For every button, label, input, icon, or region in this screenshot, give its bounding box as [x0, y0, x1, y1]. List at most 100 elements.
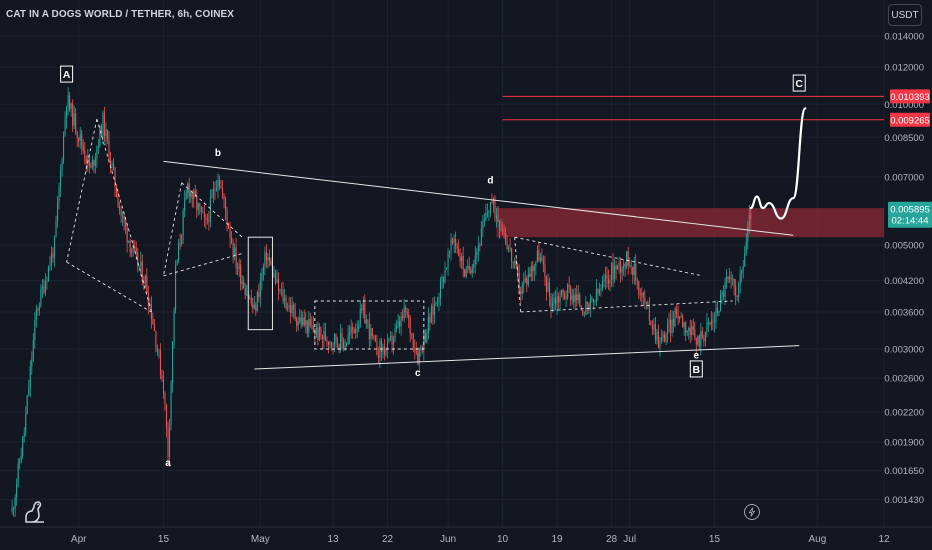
candle: [610, 262, 613, 288]
candle: [748, 205, 750, 234]
candle: [100, 123, 102, 137]
candle: [698, 333, 700, 351]
candle-body: [526, 278, 528, 285]
candle: [60, 164, 62, 197]
candle-body: [704, 332, 706, 342]
candle: [66, 105, 68, 129]
candle: [471, 263, 473, 278]
candle-body: [418, 349, 420, 365]
price-axis[interactable]: 0.014000 0.012000 0.010000 0.008500 0.007000…: [884, 31, 932, 506]
candle: [594, 299, 596, 306]
candle: [562, 288, 564, 301]
candle: [486, 203, 488, 218]
candle: [208, 210, 210, 231]
candle: [409, 315, 411, 343]
dashed-pattern-line: [514, 236, 703, 277]
candle: [445, 267, 448, 271]
candle: [302, 311, 304, 328]
candle: [724, 277, 726, 306]
candle-body: [181, 235, 183, 244]
candle-body: [108, 140, 110, 161]
candlestick-series: [11, 86, 752, 518]
candle-body: [144, 275, 146, 284]
candle-body: [741, 270, 743, 274]
currency-button[interactable]: USDT: [888, 4, 922, 26]
candle-body: [73, 113, 75, 126]
candle: [453, 234, 455, 254]
candle: [532, 260, 534, 282]
candle: [61, 157, 63, 177]
candle-body: [102, 112, 104, 137]
candle-body: [579, 294, 581, 307]
candle: [159, 343, 161, 380]
candle: [603, 273, 605, 288]
candle: [676, 304, 678, 319]
candle: [323, 322, 325, 350]
candle-body: [103, 112, 105, 137]
candle: [600, 284, 602, 297]
candle: [459, 248, 461, 268]
candle: [741, 269, 743, 283]
symbol-title: CAT IN A DOGS WORLD / TETHER, 6h, COINEX: [6, 9, 235, 20]
candle: [161, 369, 163, 382]
candle-body: [644, 297, 646, 304]
y-tick-label: 0.001650: [884, 466, 924, 477]
candle: [41, 279, 43, 299]
candle-body: [479, 245, 481, 247]
candle: [258, 283, 260, 303]
candle-body: [119, 206, 121, 210]
candle-body: [321, 335, 323, 339]
candle-body: [692, 326, 694, 330]
candle-body: [199, 203, 201, 207]
candle-body: [11, 508, 13, 512]
candle: [73, 106, 75, 130]
candle-body: [629, 265, 631, 267]
candle-body: [733, 278, 735, 287]
candle: [220, 179, 222, 189]
candle-body: [679, 317, 681, 319]
candle-body: [586, 301, 588, 305]
candle-body: [701, 331, 703, 339]
candle: [300, 309, 302, 329]
candle: [574, 287, 576, 308]
candle-body: [538, 250, 540, 261]
wave-label-box: [60, 65, 74, 83]
candle: [394, 323, 396, 343]
candle-body: [264, 252, 266, 267]
candle: [28, 379, 30, 397]
candle-body: [408, 314, 410, 319]
candle: [206, 213, 208, 225]
lightning-bolt-icon[interactable]: [744, 504, 760, 520]
candle-body: [498, 221, 501, 229]
candle: [644, 289, 646, 309]
candle: [686, 330, 688, 336]
candle-body: [362, 303, 364, 311]
candle: [265, 244, 267, 268]
candle-body: [19, 462, 21, 464]
time-axis[interactable]: Apr 15 May 13 22 Jun 10 19 28 Jul 15 Aug 12: [0, 526, 932, 545]
dashed-pattern-line: [514, 237, 522, 312]
candle: [492, 196, 495, 213]
candle: [703, 334, 705, 347]
candle-body: [337, 342, 339, 345]
candle-body: [591, 298, 593, 300]
candle-body: [253, 305, 255, 309]
candle-body: [300, 317, 302, 326]
candle-body: [43, 286, 45, 293]
candle: [184, 190, 186, 218]
candle-body: [615, 265, 617, 270]
candle-body: [164, 393, 166, 405]
candle-body: [267, 257, 269, 261]
candle: [565, 290, 567, 308]
tradingview-dino-icon[interactable]: [22, 498, 48, 524]
candle: [638, 280, 640, 299]
candle-body: [406, 311, 408, 315]
trendline: [163, 160, 794, 236]
candle: [745, 233, 747, 256]
candle: [17, 458, 19, 488]
candle-body: [56, 202, 59, 222]
candle: [659, 337, 661, 357]
candle-body: [495, 215, 498, 218]
candle-body: [100, 126, 102, 137]
